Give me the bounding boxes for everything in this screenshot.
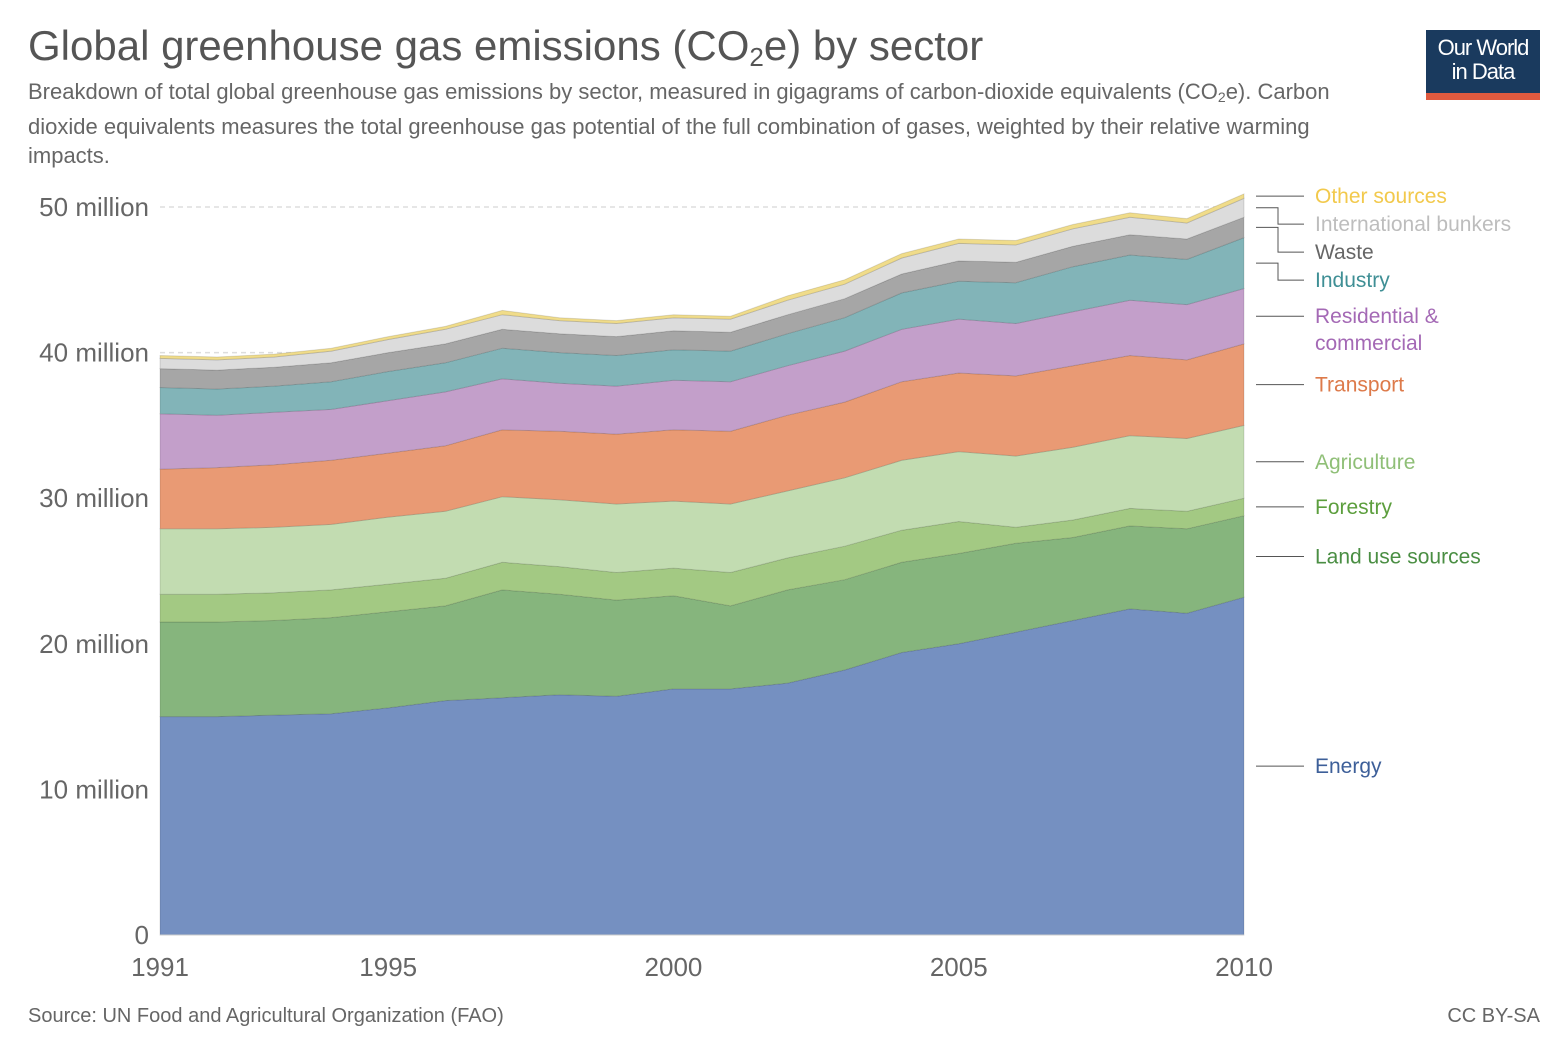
y-tick-label: 10 million (39, 774, 149, 804)
legend-label-line: Waste (1315, 241, 1374, 264)
logo-line-2: in Data (1451, 59, 1516, 84)
legend-label-residential-commercial: Residential & commercial (1315, 305, 1439, 355)
subtitle-part-1: Breakdown of total global greenhouse gas… (28, 79, 1218, 104)
legend-label-line: Energy (1315, 755, 1382, 778)
legend-label-international-bunkers: International bunkers (1315, 213, 1511, 236)
legend-label-line: Agriculture (1315, 451, 1415, 474)
x-tick-label: 2010 (1215, 952, 1273, 982)
y-axis: 0 10 million 20 million 30 million 40 millio… (39, 192, 149, 950)
title-main: Global greenhouse gas emissions (CO (28, 22, 750, 69)
subtitle-subscript: 2 (1217, 89, 1226, 105)
source-note[interactable]: Source: UN Food and Agricultural Organiz… (28, 1005, 504, 1027)
legend-label-industry: Industry (1315, 269, 1390, 292)
legend-label-line: Industry (1315, 269, 1390, 292)
legend-connector (1256, 207, 1304, 225)
legend-label-line: commercial (1315, 332, 1422, 355)
legend-label-land-use-sources: Land use sources (1315, 545, 1481, 568)
legend-connector (1256, 226, 1304, 253)
area-forestry (159, 497, 1245, 623)
y-tick-label: 40 million (39, 338, 149, 368)
legend-label-energy: Energy (1315, 755, 1382, 778)
title-end: e) by sector (763, 22, 984, 69)
title-subscript: 2 (749, 42, 764, 72)
license-link[interactable]: CC BY-SA (1447, 1005, 1540, 1027)
area-residential-commercial (159, 287, 1245, 470)
legend-connector (1256, 262, 1304, 281)
legend: Other sources International bunkers Waste I… (1256, 185, 1511, 778)
y-tick-label: 20 million (39, 629, 149, 659)
x-tick-label: 2005 (930, 952, 988, 982)
legend-label-line: Other sources (1315, 185, 1447, 208)
legend-label-forestry: Forestry (1315, 496, 1393, 519)
y-tick-label: 0 (135, 920, 149, 950)
legend-label-line: Forestry (1315, 496, 1393, 519)
y-tick-label: 30 million (39, 483, 149, 513)
legend-label-waste: Waste (1315, 241, 1374, 264)
legend-label-line: Land use sources (1315, 545, 1481, 568)
logo-line-1: Our World (1437, 35, 1530, 60)
subtitle-part-2: e). Carbon dioxide equivalents measures … (28, 79, 1330, 168)
x-axis: 1991 1995 2000 2005 2010 (131, 934, 1273, 982)
chart-subtitle: Breakdown of total global greenhouse gas… (28, 77, 1388, 170)
legend-label-transport: Transport (1315, 374, 1404, 397)
x-tick-label: 1991 (131, 952, 189, 982)
area-agriculture (159, 424, 1245, 595)
legend-label-line: International bunkers (1315, 213, 1511, 236)
area-waste (159, 216, 1245, 390)
legend-label-line: Transport (1315, 374, 1404, 397)
legend-label-line: Residential & (1315, 305, 1439, 328)
area-other-sources (159, 193, 1245, 361)
x-tick-label: 1995 (359, 952, 417, 982)
y-tick-label: 50 million (39, 192, 149, 222)
chart-title: Global greenhouse gas emissions (CO2e) b… (28, 22, 983, 73)
area-series (159, 193, 1245, 936)
area-transport (159, 343, 1245, 530)
legend-label-other-sources: Other sources (1315, 185, 1447, 208)
legend-label-agriculture: Agriculture (1315, 451, 1415, 474)
x-tick-label: 2000 (645, 952, 703, 982)
owid-logo[interactable]: Our World in Data (1426, 30, 1540, 100)
